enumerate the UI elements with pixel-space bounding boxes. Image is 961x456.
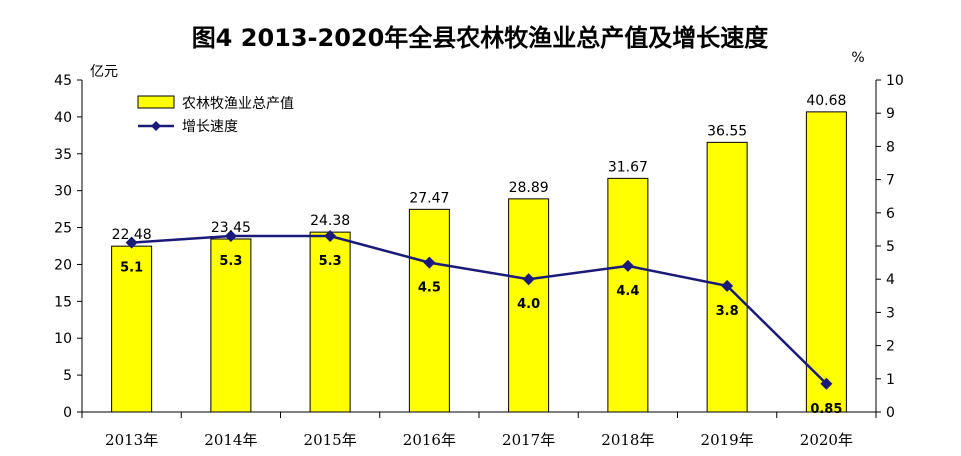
- bar: [508, 198, 550, 413]
- right-axis-tick-label: 10: [886, 73, 904, 89]
- bar-value-label: 36.55: [707, 123, 747, 139]
- growth-rate-marker: [522, 273, 535, 286]
- growth-rate-marker: [125, 236, 138, 249]
- legend-line-label: 增长速度: [182, 119, 238, 135]
- bar-value-label: 31.67: [608, 159, 648, 175]
- bar-value-label: 22.48: [112, 227, 152, 243]
- left-axis-unit: 亿元: [90, 64, 118, 80]
- x-axis-tick-label: 2013年: [105, 431, 158, 449]
- x-axis-tick-label: 2015年: [304, 431, 357, 449]
- x-axis-tick-label: 2019年: [701, 431, 754, 449]
- growth-rate-marker: [721, 279, 734, 292]
- bar-value-label: 24.38: [310, 213, 350, 229]
- x-axis-tick-label: 2016年: [403, 431, 456, 449]
- right-axis-tick-label: 7: [886, 173, 895, 189]
- left-axis-tick-label: 5: [63, 368, 72, 384]
- bar: [309, 231, 351, 413]
- data-labels: 22.48 23.45 24.38 27.47 28.89 31.67 36.55 40.68…: [112, 93, 847, 417]
- bar-value-label: 23.45: [211, 220, 251, 236]
- bar-value-label: 40.68: [806, 93, 846, 109]
- growth-rate-marker: [224, 230, 237, 243]
- bar-value-label: 28.89: [509, 180, 549, 196]
- x-axis-tick-label: 2017年: [502, 431, 555, 449]
- left-axis-tick-label: 10: [54, 331, 72, 347]
- right-axis-tick-label: 3: [886, 305, 895, 321]
- left-axis-tick-label: 40: [54, 110, 72, 126]
- growth-rate-label: 0.85: [810, 402, 842, 417]
- right-axis-tick-label: 8: [886, 139, 895, 155]
- growth-rate-marker: [423, 256, 436, 269]
- growth-rate-label: 5.3: [219, 254, 242, 269]
- right-axis-tick-label: 9: [886, 106, 895, 122]
- growth-rate-label: 4.0: [517, 297, 540, 312]
- left-axis-tick-label: 0: [63, 405, 72, 421]
- right-axis-tick-label: 5: [886, 239, 895, 255]
- bar-value-label: 27.47: [409, 190, 449, 206]
- right-axis-tick-label: 4: [886, 272, 895, 288]
- left-axis-tick-label: 15: [54, 294, 72, 310]
- legend-bar-label: 农林牧渔业总产值: [182, 96, 294, 112]
- bar: [111, 245, 153, 413]
- right-axis-tick-label: 6: [886, 206, 895, 222]
- growth-rate-line: [131, 234, 828, 385]
- growth-rate-marker: [621, 259, 634, 272]
- bar: [805, 111, 847, 413]
- growth-rate-label: 5.1: [120, 261, 143, 276]
- legend-line-marker: [151, 121, 161, 131]
- right-axis-unit: %: [851, 50, 864, 66]
- line-series: [125, 230, 833, 390]
- chart-title: 图4 2013-2020年全县农林牧渔业总产值及增长速度: [192, 24, 770, 52]
- left-axis-tick-label: 25: [54, 221, 72, 237]
- bar: [607, 177, 649, 413]
- bar: [706, 141, 748, 413]
- left-axis-tick-label: 35: [54, 147, 72, 163]
- left-axis-tick-label: 45: [54, 73, 72, 89]
- right-axis-tick-label: 0: [886, 405, 895, 421]
- growth-rate-label: 5.3: [319, 254, 342, 269]
- left-axis-tick-label: 20: [54, 257, 72, 273]
- bar: [408, 208, 450, 413]
- x-axis-tick-label: 2018年: [601, 431, 654, 449]
- right-axis-tick-label: 2: [886, 339, 895, 355]
- growth-rate-label: 3.8: [716, 304, 739, 319]
- growth-rate-marker: [820, 377, 833, 390]
- growth-rate-label: 4.4: [616, 284, 639, 299]
- legend-bar-swatch: [137, 95, 175, 109]
- x-axis-tick-label: 2014年: [204, 431, 257, 449]
- growth-rate-marker: [324, 230, 337, 243]
- x-axis-tick-label: 2020年: [800, 431, 853, 449]
- bar: [210, 238, 252, 413]
- right-axis-tick-label: 1: [886, 372, 895, 388]
- left-axis-tick-label: 30: [54, 184, 72, 200]
- bar-series: [111, 111, 847, 413]
- growth-rate-label: 4.5: [418, 281, 441, 296]
